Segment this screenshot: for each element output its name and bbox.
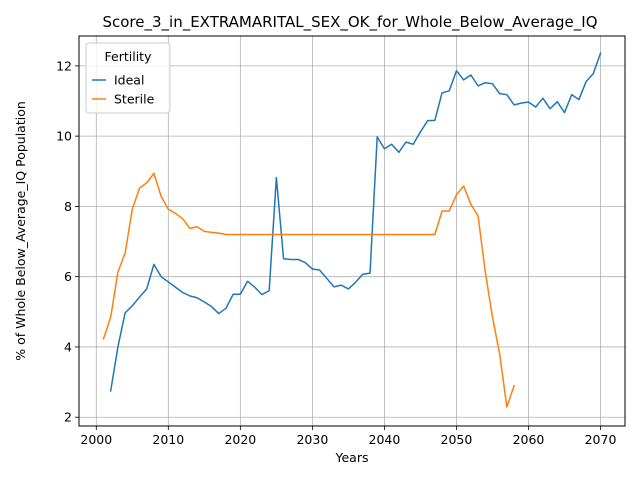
x-tick-label: 2010 <box>152 432 184 447</box>
y-tick-label: 4 <box>64 339 72 354</box>
x-tick-label: 2050 <box>441 432 473 447</box>
legend-title: Fertility <box>105 49 153 64</box>
x-axis: 2000 2010 2020 2030 2040 2050 2060 2070 <box>80 426 616 447</box>
legend-label-ideal: Ideal <box>114 73 144 88</box>
y-axis-label: % of Whole Below_Average_IQ Population <box>13 101 28 361</box>
chart-title: Score_3_in_EXTRAMARITAL_SEX_OK_for_Whole… <box>102 13 597 32</box>
series-line-sterile <box>102 172 516 408</box>
x-tick-label: 2070 <box>585 432 617 447</box>
y-tick-label: 8 <box>64 199 72 214</box>
legend-box <box>85 42 171 114</box>
grid-lines <box>79 36 625 426</box>
y-tick-label: 6 <box>64 269 72 284</box>
x-tick-label: 2030 <box>296 432 328 447</box>
y-tick-label: 2 <box>64 410 72 425</box>
legend-label-sterile: Sterile <box>114 92 155 107</box>
legend-entries: Ideal Sterile <box>92 73 155 107</box>
y-tick-label: 10 <box>56 129 72 144</box>
x-tick-label: 2020 <box>224 432 256 447</box>
x-axis-label: Years <box>335 450 369 465</box>
x-tick-label: 2040 <box>369 432 401 447</box>
x-tick-label: 2000 <box>80 432 112 447</box>
y-tick-label: 12 <box>56 58 72 73</box>
series-line-ideal <box>109 52 602 392</box>
legend: Fertility Ideal Sterile <box>85 42 171 114</box>
series-layer <box>102 52 602 408</box>
y-axis: 2 4 6 8 10 12 <box>56 58 79 425</box>
plot-frame <box>78 35 626 427</box>
x-tick-label: 2060 <box>513 432 545 447</box>
